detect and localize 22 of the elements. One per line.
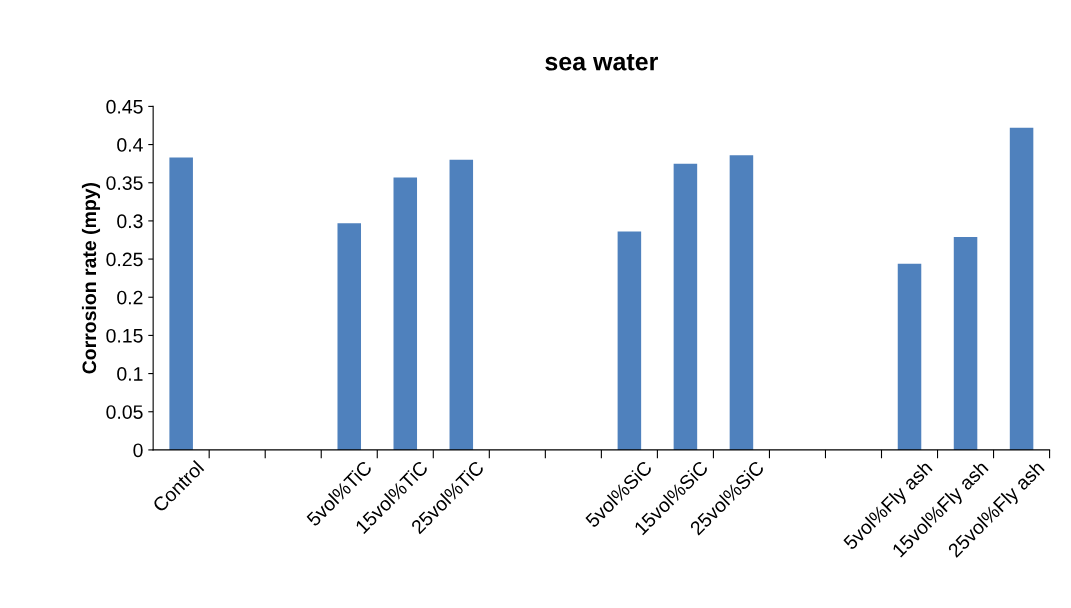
y-tick-label: 0.2 (117, 290, 143, 305)
bar (449, 159, 474, 450)
y-tick-label: 0 (133, 443, 143, 458)
bar (393, 177, 418, 450)
bar (169, 157, 193, 450)
y-tick-label: 0.05 (106, 405, 143, 419)
bar (337, 223, 362, 450)
bar (617, 231, 642, 450)
y-tick-label: 0.1 (117, 367, 143, 381)
bar (673, 163, 698, 450)
y-axis-title: Corrosion rate (mpy) (81, 182, 101, 374)
bar (953, 236, 978, 450)
y-tick-label: 0.35 (106, 176, 143, 190)
bar (897, 263, 922, 450)
y-tick-label: 0.3 (117, 214, 143, 229)
y-tick-label: 0.4 (117, 138, 143, 152)
chart-title: sea water (545, 53, 658, 71)
bar (1009, 127, 1034, 450)
y-tick-label: 0.45 (106, 99, 143, 114)
bar (729, 155, 754, 450)
y-tick-label: 0.25 (106, 252, 143, 267)
y-tick-label: 0.15 (106, 328, 143, 343)
